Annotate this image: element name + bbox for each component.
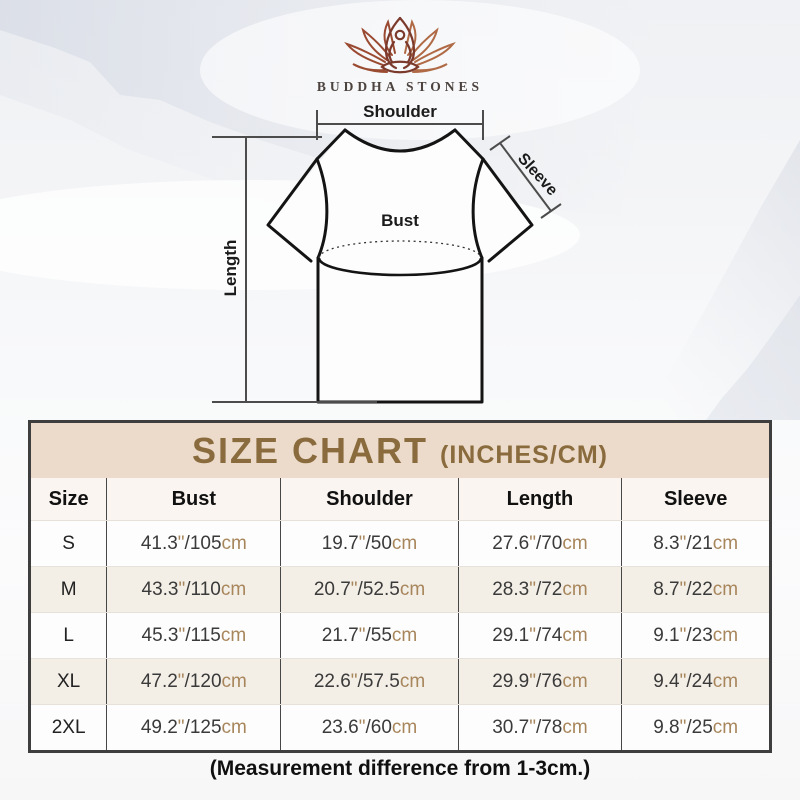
- tshirt-outline-icon: [212, 110, 562, 404]
- length-value: 30.7 "/78 cm: [457, 705, 622, 750]
- table-row: 2XL 49.2 "/125 cm 23.6 "/60 cm 30.7 "/78 cm 9.…: [31, 704, 769, 750]
- length-value: 29.9 "/76 cm: [457, 659, 622, 704]
- lotus-meditation-icon: [344, 16, 456, 74]
- size-value: L: [63, 624, 74, 646]
- size-chart-panel: SIZE CHART (INCHES/CM) Size Bust Shoulde…: [28, 420, 772, 753]
- size-chart-title: SIZE CHART (INCHES/CM): [31, 423, 769, 478]
- bust-value: 45.3 "/115 cm: [106, 613, 280, 658]
- column-header-bust: Bust: [106, 478, 280, 520]
- sleeve-value: 8.3 "/21 cm: [621, 521, 769, 566]
- measurement-note: (Measurement difference from 1-3cm.): [209, 757, 591, 780]
- shoulder-value: 20.7 "/52.5 cm: [280, 567, 457, 612]
- shoulder-value: 19.7 "/50 cm: [280, 521, 457, 566]
- length-measure-label: Length: [221, 239, 240, 297]
- brand-name: BUDDHA STONES: [316, 79, 484, 94]
- size-value: XL: [57, 670, 81, 692]
- table-row: L 45.3 "/115 cm 21.7 "/55 cm 29.1 "/74 cm 9.1 "…: [31, 612, 769, 658]
- shoulder-value: 22.6 "/57.5 cm: [280, 659, 457, 704]
- column-header-sleeve: Sleeve: [621, 478, 769, 520]
- bust-measure-label: Bust: [381, 211, 419, 230]
- sleeve-value: 8.7 "/22 cm: [621, 567, 769, 612]
- size-value: S: [62, 532, 75, 554]
- bust-value: 49.2 "/125 cm: [106, 705, 280, 750]
- table-row: XL 47.2 "/120 cm 22.6 "/57.5 cm 29.9 "/76 cm 9…: [31, 658, 769, 704]
- size-chart-title-main: SIZE CHART: [192, 430, 429, 471]
- column-header-length: Length: [457, 478, 622, 520]
- tshirt-measurement-diagram: Shoulder Sleeve Bust Length: [212, 102, 562, 404]
- brand-logo: BUDDHA STONES: [0, 0, 800, 95]
- sleeve-value: 9.8 "/25 cm: [621, 705, 769, 750]
- sleeve-value: 9.1 "/23 cm: [621, 613, 769, 658]
- shoulder-value: 23.6 "/60 cm: [280, 705, 457, 750]
- size-value: 2XL: [51, 716, 86, 738]
- bust-value: 41.3 "/105 cm: [106, 521, 280, 566]
- sleeve-value: 9.4 "/24 cm: [621, 659, 769, 704]
- length-value: 28.3 "/72 cm: [457, 567, 622, 612]
- size-value: M: [60, 578, 77, 600]
- table-row: M 43.3 "/110 cm 20.7 "/52.5 cm 28.3 "/72 cm 8.…: [31, 566, 769, 612]
- table-row: S 41.3 "/105 cm 19.7 "/50 cm 27.6 "/70 cm 8.3 "…: [31, 520, 769, 566]
- column-header-size: Size: [48, 487, 89, 510]
- table-header-row: Size Bust Shoulder Length Sleeve: [31, 478, 769, 520]
- length-value: 27.6 "/70 cm: [457, 521, 622, 566]
- column-header-shoulder: Shoulder: [280, 478, 457, 520]
- shoulder-measure-label: Shoulder: [363, 102, 437, 121]
- length-value: 29.1 "/74 cm: [457, 613, 622, 658]
- bust-value: 47.2 "/120 cm: [106, 659, 280, 704]
- size-chart-title-units: (INCHES/CM): [440, 441, 608, 469]
- shoulder-value: 21.7 "/55 cm: [280, 613, 457, 658]
- bust-value: 43.3 "/110 cm: [106, 567, 280, 612]
